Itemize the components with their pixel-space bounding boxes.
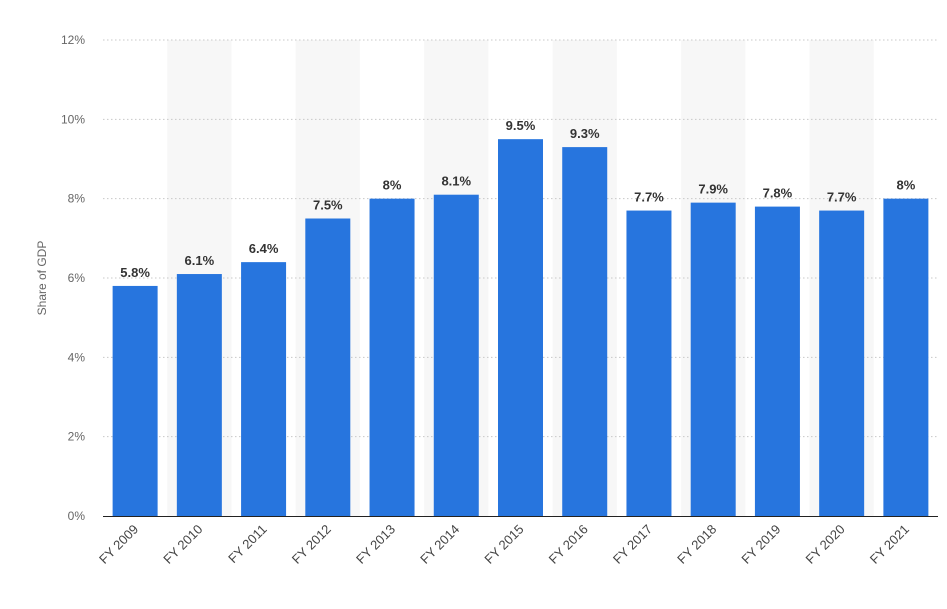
x-tick-label: FY 2009 xyxy=(96,522,141,567)
bar-value-label: 9.5% xyxy=(506,118,536,133)
y-tick-label: 12% xyxy=(61,33,85,47)
x-tick-label: FY 2019 xyxy=(738,522,783,567)
bar xyxy=(690,202,736,516)
y-tick-label: 10% xyxy=(61,112,85,126)
bar xyxy=(369,198,415,516)
x-tick-label: FY 2010 xyxy=(160,522,205,567)
bar-value-label: 7.9% xyxy=(698,182,728,197)
x-tick-label: FY 2011 xyxy=(225,522,270,567)
bar-value-label: 6.4% xyxy=(249,241,279,256)
bar xyxy=(883,198,929,516)
y-tick-label: 2% xyxy=(68,430,86,444)
bar xyxy=(176,274,222,516)
x-tick-label: FY 2021 xyxy=(867,522,912,567)
bar-value-label: 9.3% xyxy=(570,126,600,141)
x-tick-label: FY 2013 xyxy=(353,522,398,567)
y-axis-tick-labels: 0% 2% 4% 6% 8% 10% 12% xyxy=(61,33,85,523)
x-tick-label: FY 2016 xyxy=(546,522,591,567)
bar-value-label: 7.8% xyxy=(763,186,793,201)
x-tick-label: FY 2015 xyxy=(481,522,526,567)
y-tick-label: 0% xyxy=(68,509,86,523)
y-tick-label: 8% xyxy=(68,192,86,206)
x-tick-label: FY 2012 xyxy=(289,522,334,567)
bar xyxy=(754,206,800,516)
bar xyxy=(819,210,865,517)
bar-value-label: 8.1% xyxy=(441,174,471,189)
bar xyxy=(112,285,158,516)
bar-value-label: 8% xyxy=(896,178,915,193)
x-tick-label: FY 2017 xyxy=(610,522,655,567)
y-axis-title: Share of GDP xyxy=(35,241,49,316)
bar-value-label: 7.5% xyxy=(313,198,343,213)
bar-value-label: 5.8% xyxy=(120,265,150,280)
y-tick-label: 6% xyxy=(68,271,86,285)
bar xyxy=(498,139,543,516)
x-tick-label: FY 2018 xyxy=(674,522,719,567)
bar-value-labels: 5.8% 6.1% 6.4% 7.5% 8% 8.1% 9.5% 9.3% 7.7% 7.9% 7.… xyxy=(120,118,915,280)
bar xyxy=(562,147,608,516)
bars xyxy=(112,139,929,517)
bar-value-label: 7.7% xyxy=(827,190,857,205)
bar-value-label: 7.7% xyxy=(634,190,664,205)
bar-value-label: 6.1% xyxy=(185,253,215,268)
bar xyxy=(241,262,287,516)
x-axis-tick-labels: FY 2009 FY 2010 FY 2011 FY 2012 FY 2013 FY 20… xyxy=(96,522,912,567)
x-tick-label: FY 2020 xyxy=(803,522,848,567)
y-tick-label: 4% xyxy=(68,350,86,364)
bar xyxy=(626,210,672,517)
x-tick-label: FY 2014 xyxy=(417,522,462,567)
bar xyxy=(305,218,351,516)
bar xyxy=(433,194,479,516)
bar-value-label: 8% xyxy=(383,178,402,193)
